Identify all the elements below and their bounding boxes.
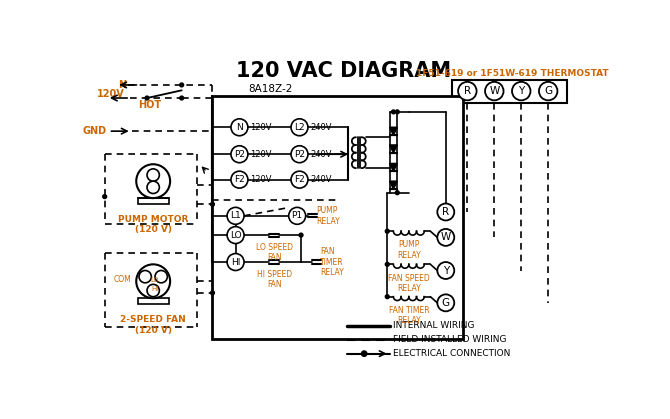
Circle shape — [147, 169, 159, 181]
Circle shape — [210, 291, 214, 295]
Text: PUMP
RELAY: PUMP RELAY — [316, 206, 340, 225]
Text: F2: F2 — [234, 175, 245, 184]
Text: Y: Y — [443, 266, 449, 276]
Circle shape — [438, 295, 454, 311]
Text: P1: P1 — [291, 211, 303, 220]
Circle shape — [291, 146, 308, 163]
Circle shape — [291, 119, 308, 136]
Circle shape — [391, 110, 395, 114]
Circle shape — [539, 82, 557, 100]
Text: FAN
TIMER
RELAY: FAN TIMER RELAY — [320, 247, 344, 277]
Circle shape — [512, 82, 531, 100]
Text: 240V: 240V — [310, 150, 332, 159]
Text: FIELD INSTALLED WIRING: FIELD INSTALLED WIRING — [393, 335, 507, 344]
Bar — [138, 298, 169, 304]
Text: R: R — [442, 207, 450, 217]
Text: G: G — [442, 298, 450, 308]
Circle shape — [395, 191, 399, 195]
Text: HI: HI — [151, 286, 158, 292]
Circle shape — [438, 204, 454, 220]
Circle shape — [458, 82, 476, 100]
Circle shape — [227, 207, 244, 224]
Text: L1: L1 — [230, 211, 241, 220]
Circle shape — [231, 119, 248, 136]
Text: P2: P2 — [234, 150, 245, 159]
Circle shape — [103, 195, 107, 199]
Text: COM: COM — [114, 275, 131, 284]
Circle shape — [147, 285, 159, 297]
Text: Y: Y — [518, 86, 525, 96]
Circle shape — [438, 229, 454, 246]
Circle shape — [136, 164, 170, 198]
Text: FAN SPEED
RELAY: FAN SPEED RELAY — [388, 274, 429, 293]
Circle shape — [289, 207, 306, 224]
Text: 240V: 240V — [310, 123, 332, 132]
Circle shape — [210, 202, 214, 206]
Text: N: N — [119, 80, 127, 90]
Bar — [138, 198, 169, 204]
Bar — [452, 80, 567, 103]
Text: F2: F2 — [294, 175, 305, 184]
Text: 1F51-619 or 1F51W-619 THERMOSTAT: 1F51-619 or 1F51W-619 THERMOSTAT — [417, 69, 609, 78]
Text: INTERNAL WIRING: INTERNAL WIRING — [393, 321, 475, 331]
Circle shape — [385, 295, 389, 299]
Circle shape — [231, 146, 248, 163]
Text: HI SPEED
FAN: HI SPEED FAN — [257, 270, 291, 289]
Text: LO SPEED
FAN: LO SPEED FAN — [255, 243, 293, 262]
Text: HOT: HOT — [138, 100, 161, 110]
Text: N: N — [236, 123, 243, 132]
Circle shape — [362, 351, 367, 356]
Text: 120V: 120V — [250, 123, 272, 132]
Circle shape — [155, 271, 168, 283]
Text: PUMP MOTOR
(120 V): PUMP MOTOR (120 V) — [118, 215, 188, 235]
Text: W: W — [489, 86, 499, 96]
Polygon shape — [389, 127, 397, 135]
Text: L2: L2 — [294, 123, 305, 132]
Circle shape — [438, 262, 454, 279]
Circle shape — [231, 171, 248, 188]
Circle shape — [180, 83, 184, 87]
Circle shape — [385, 262, 389, 266]
Circle shape — [385, 229, 389, 233]
Circle shape — [227, 253, 244, 271]
Text: L0: L0 — [151, 277, 159, 283]
Text: W: W — [441, 233, 451, 242]
Circle shape — [485, 82, 504, 100]
Text: P2: P2 — [294, 150, 305, 159]
Text: 120 VAC DIAGRAM: 120 VAC DIAGRAM — [236, 61, 451, 81]
Circle shape — [180, 96, 184, 100]
Text: LO: LO — [230, 230, 241, 240]
Circle shape — [145, 96, 149, 100]
Circle shape — [136, 264, 170, 298]
Circle shape — [147, 181, 159, 194]
Circle shape — [139, 271, 151, 283]
Circle shape — [227, 227, 244, 243]
Text: R: R — [464, 86, 471, 96]
Circle shape — [299, 233, 303, 237]
Bar — [212, 96, 463, 339]
Polygon shape — [389, 163, 397, 171]
Circle shape — [291, 171, 308, 188]
Circle shape — [395, 110, 399, 114]
Text: 120V: 120V — [97, 89, 125, 99]
Text: 2-SPEED FAN
(120 V): 2-SPEED FAN (120 V) — [121, 315, 186, 334]
Text: 240V: 240V — [310, 175, 332, 184]
Text: PUMP
RELAY: PUMP RELAY — [397, 241, 421, 260]
Text: HI: HI — [231, 258, 241, 266]
Polygon shape — [389, 145, 397, 153]
Text: 8A18Z-2: 8A18Z-2 — [248, 84, 292, 94]
Text: FAN TIMER
RELAY: FAN TIMER RELAY — [389, 306, 429, 325]
Text: 120V: 120V — [250, 175, 272, 184]
Polygon shape — [389, 181, 397, 189]
Text: G: G — [544, 86, 552, 96]
Text: 120V: 120V — [250, 150, 272, 159]
Text: GND: GND — [83, 126, 107, 136]
Text: ELECTRICAL CONNECTION: ELECTRICAL CONNECTION — [393, 349, 511, 358]
